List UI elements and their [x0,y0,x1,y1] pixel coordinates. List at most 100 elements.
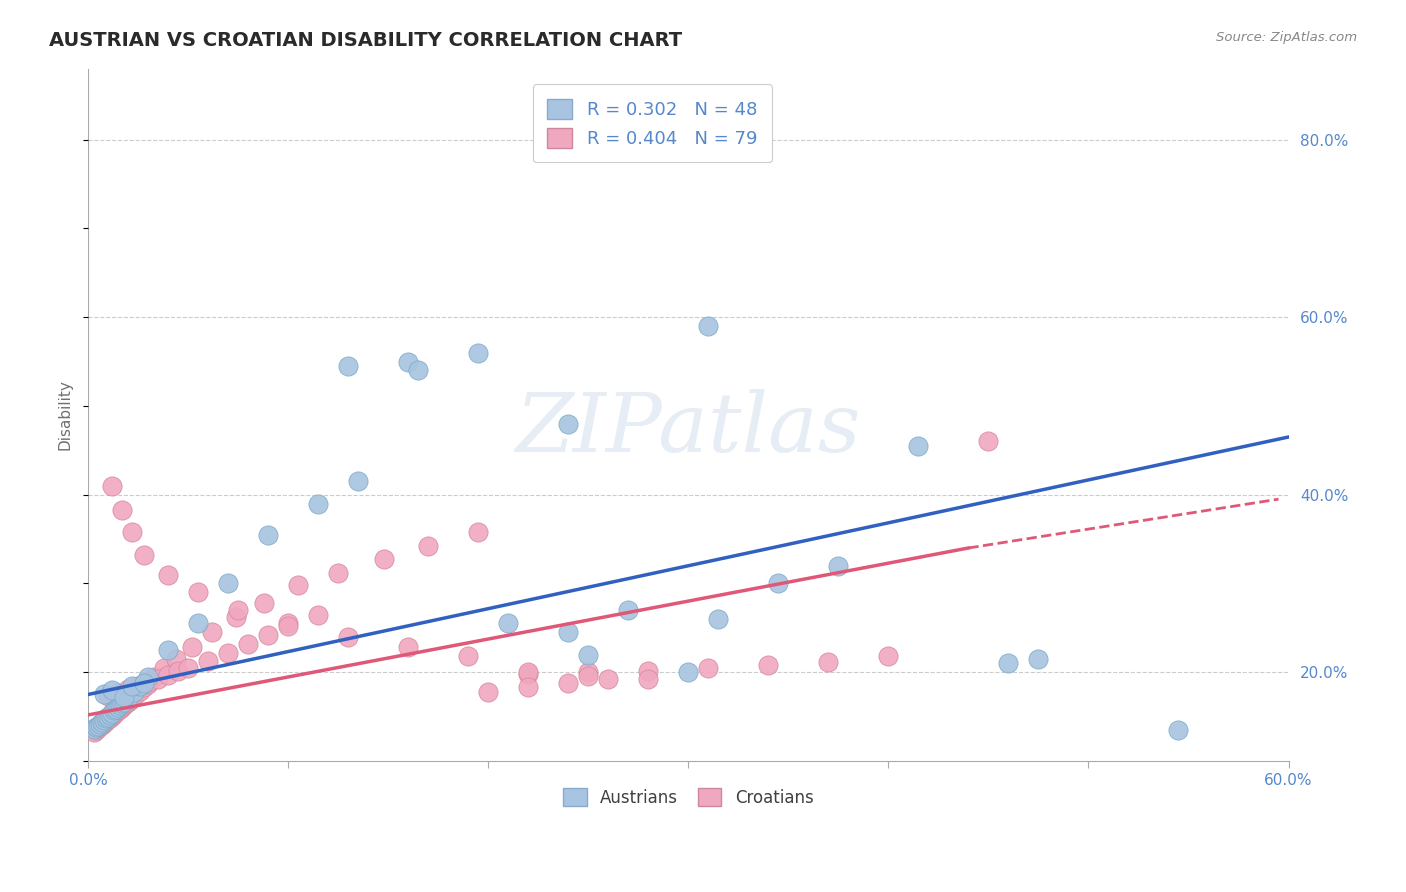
Point [307,607,329,622]
Point [120,693,142,707]
Point [557,417,579,431]
Point [827,558,849,573]
Point [93,715,115,730]
Point [598,672,620,686]
Point [678,665,700,680]
Point [153,661,176,675]
Point [557,625,579,640]
Point [467,345,489,359]
Point [117,692,139,706]
Point [84,723,107,737]
Point [257,527,280,541]
Point [257,628,280,642]
Point [121,679,143,693]
Point [977,434,1000,449]
Point [817,655,839,669]
Point [87,721,110,735]
Point [467,524,489,539]
Point [201,625,224,640]
Text: AUSTRIAN VS CROATIAN DISABILITY CORRELATION CHART: AUSTRIAN VS CROATIAN DISABILITY CORRELAT… [49,31,682,50]
Point [187,585,209,599]
Point [103,706,125,721]
Point [637,673,659,687]
Point [406,363,429,377]
Point [112,698,135,713]
Point [127,679,149,693]
Point [129,679,152,693]
Point [707,612,730,626]
Text: Source: ZipAtlas.com: Source: ZipAtlas.com [1216,31,1357,45]
Point [337,359,360,373]
Point [112,690,135,705]
Point [96,714,118,728]
Point [157,643,180,657]
Point [83,722,105,736]
Point [87,718,110,732]
Point [576,669,599,683]
Point [97,690,120,704]
Point [108,698,131,713]
Point [337,630,360,644]
Y-axis label: Disability: Disability [58,379,72,450]
Point [105,705,128,719]
Point [111,697,134,711]
Point [396,640,419,655]
Point [129,684,152,698]
Point [101,708,124,723]
Point [112,695,135,709]
Point [111,503,134,517]
Legend: Austrians, Croatians: Austrians, Croatians [555,780,821,815]
Point [396,354,419,368]
Point [103,703,125,717]
Point [418,539,440,553]
Point [146,672,169,686]
Point [89,716,111,731]
Point [165,652,187,666]
Point [328,566,350,580]
Point [143,670,166,684]
Point [617,603,640,617]
Point [187,616,209,631]
Point [98,707,121,722]
Point [277,619,299,633]
Point [121,691,143,706]
Point [997,657,1019,671]
Point [97,712,120,726]
Point [136,677,159,691]
Point [89,719,111,733]
Point [197,654,219,668]
Point [225,610,247,624]
Point [125,688,148,702]
Point [347,475,370,489]
Point [108,701,131,715]
Point [477,685,499,699]
Point [576,665,599,680]
Point [217,646,239,660]
Point [157,668,180,682]
Point [93,713,115,727]
Text: ZIPatlas: ZIPatlas [516,389,860,468]
Point [217,576,239,591]
Point [111,700,134,714]
Point [136,670,159,684]
Point [117,682,139,697]
Point [101,683,124,698]
Point [83,724,105,739]
Point [457,649,479,664]
Point [253,596,276,610]
Point [115,697,138,711]
Point [637,664,659,678]
Point [373,551,395,566]
Point [91,714,114,729]
Point [307,497,329,511]
Point [84,720,107,734]
Point [877,649,900,664]
Point [177,661,200,675]
Point [1028,652,1050,666]
Point [107,703,129,717]
Point [107,700,129,714]
Point [287,578,309,592]
Point [907,439,929,453]
Point [756,658,779,673]
Point [117,695,139,709]
